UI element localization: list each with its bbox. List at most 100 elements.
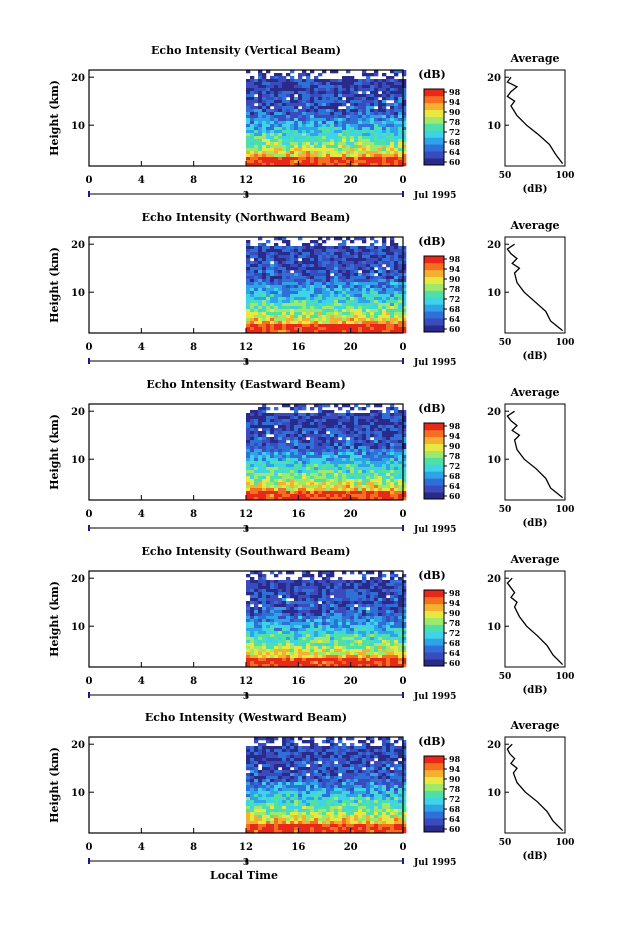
- heatmap-cell: [386, 142, 391, 146]
- heatmap-cell: [302, 446, 307, 450]
- heatmap-cell: [346, 589, 351, 593]
- heatmap-cell: [394, 440, 399, 444]
- heatmap-cell: [278, 118, 283, 122]
- heatmap-cell: [258, 652, 263, 656]
- heatmap-cell: [334, 154, 339, 158]
- heatmap-cell: [318, 410, 323, 414]
- heatmap-cell: [266, 136, 271, 140]
- heatmap-cell: [386, 327, 391, 331]
- heatmap-cell: [250, 637, 255, 641]
- heatmap-cell: [362, 315, 367, 319]
- heatmap-cell: [262, 473, 267, 477]
- heatmap-cell: [346, 619, 351, 623]
- heatmap-cell: [258, 160, 263, 164]
- heatmap-cell: [278, 470, 283, 474]
- heatmap-cell: [354, 416, 359, 420]
- heatmap-cell: [394, 127, 399, 131]
- heatmap-cell: [390, 243, 395, 247]
- heatmap-cell: [342, 243, 347, 247]
- heatmap-cell: [322, 285, 327, 289]
- heatmap-cell: [346, 452, 351, 456]
- heatmap-cell: [346, 613, 351, 617]
- heatmap-cell: [322, 148, 327, 152]
- heatmap-cell: [302, 309, 307, 313]
- heatmap-cell: [326, 601, 331, 605]
- heatmap-cell: [374, 586, 379, 590]
- heatmap-cell: [354, 661, 359, 665]
- heatmap-cell: [378, 649, 383, 653]
- heatmap-cell: [318, 151, 323, 155]
- heatmap-cell: [334, 297, 339, 301]
- heatmap-cell: [246, 243, 251, 247]
- heatmap-cell: [338, 637, 343, 641]
- heatmap-cell: [318, 94, 323, 98]
- heatmap-cell: [254, 428, 259, 432]
- heatmap-cell: [386, 437, 391, 441]
- heatmap-cell: [330, 324, 335, 328]
- colorbar-segment: [424, 311, 444, 319]
- heatmap-cell: [358, 485, 363, 489]
- heatmap-cell: [342, 488, 347, 492]
- heatmap-cell: [370, 133, 375, 137]
- heatmap-cell: [246, 124, 251, 128]
- heatmap-cell: [346, 616, 351, 620]
- heatmap-cell: [350, 476, 355, 480]
- heatmap-cell: [334, 288, 339, 292]
- heatmap-cell: [302, 649, 307, 653]
- heatmap-cell: [282, 309, 287, 313]
- heatmap-cell: [338, 494, 343, 498]
- heatmap-cell: [366, 604, 371, 608]
- heatmap-cell: [394, 655, 399, 659]
- heatmap-cell: [274, 109, 279, 113]
- heatmap-cell: [246, 488, 251, 492]
- heatmap-cell: [290, 118, 295, 122]
- heatmap-cell: [266, 288, 271, 292]
- heatmap-cell: [302, 73, 307, 77]
- heatmap-cell: [358, 306, 363, 310]
- heatmap-cell: [394, 413, 399, 417]
- heatmap-cell: [342, 112, 347, 116]
- heatmap-cell: [386, 425, 391, 429]
- heatmap-cell: [290, 619, 295, 623]
- heatmap-cell: [402, 73, 407, 77]
- heatmap-cell: [330, 479, 335, 483]
- heatmap-cell: [398, 315, 403, 319]
- heatmap-cell: [250, 318, 255, 322]
- heatmap-cell: [322, 157, 327, 161]
- heatmap-cell: [278, 330, 283, 334]
- heatmap-cell: [270, 473, 275, 477]
- heatmap-cell: [370, 315, 375, 319]
- heatmap-cell: [358, 452, 363, 456]
- heatmap-cell: [266, 437, 271, 441]
- heatmap-cell: [378, 422, 383, 426]
- heatmap-cell: [310, 461, 315, 465]
- heatmap-cell: [278, 619, 283, 623]
- heatmap-cell: [298, 577, 303, 581]
- heatmap-cell: [282, 419, 287, 423]
- heatmap-cell: [326, 106, 331, 110]
- heatmap-cell: [394, 145, 399, 149]
- heatmap-cell: [298, 142, 303, 146]
- heatmap-cell: [310, 637, 315, 641]
- heatmap-cell: [394, 425, 399, 429]
- heatmap-cell: [394, 664, 399, 668]
- heatmap-cell: [322, 249, 327, 253]
- heatmap-cell: [270, 267, 275, 271]
- heatmap-cell: [394, 416, 399, 420]
- heatmap-cell: [390, 255, 395, 259]
- heatmap-cell: [330, 571, 335, 575]
- heatmap-cell: [322, 288, 327, 292]
- heatmap-cell: [286, 139, 291, 143]
- heatmap-cell: [342, 321, 347, 325]
- heatmap-cell: [302, 91, 307, 95]
- heatmap-cell: [294, 625, 299, 629]
- heatmap-cell: [318, 464, 323, 468]
- heatmap-cell: [342, 300, 347, 304]
- heatmap-cell: [398, 103, 403, 107]
- heatmap-cell: [322, 467, 327, 471]
- heatmap-cell: [402, 130, 407, 134]
- heatmap-cell: [318, 649, 323, 653]
- heatmap-cell: [290, 649, 295, 653]
- heatmap-cell: [350, 249, 355, 253]
- heatmap-cell: [282, 109, 287, 113]
